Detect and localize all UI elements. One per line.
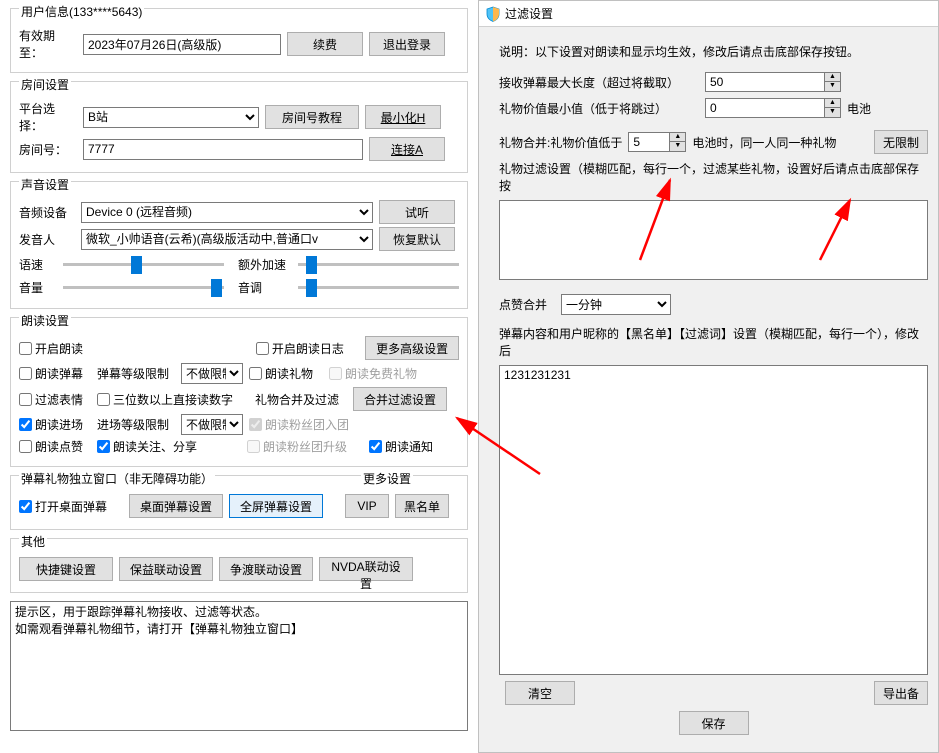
export-btn[interactable]: 导出备 [874, 681, 928, 705]
cb-open-desktop[interactable] [19, 500, 32, 513]
lvl-limit-select[interactable]: 不做限制 [181, 363, 243, 384]
voice-label: 发音人 [19, 231, 75, 248]
gift-val-label: 礼物价值最小值（低于将跳过） [499, 100, 699, 117]
voice-select[interactable]: 微软_小帅语音(云希)(高级版活动中,普通口v [81, 229, 373, 250]
cb-start[interactable] [19, 342, 32, 355]
renew-button[interactable]: 续费 [287, 32, 363, 56]
more-label: 更多设置 [361, 470, 413, 487]
save-btn[interactable]: 保存 [679, 711, 749, 735]
merge-suffix: 电池时，同一人同一种礼物 [692, 134, 868, 151]
recv-label: 接收弹幕最大长度（超过将截取） [499, 74, 699, 91]
speed-label: 语速 [19, 256, 57, 273]
gift-val-spin[interactable]: ▲▼ [705, 98, 841, 118]
room-label: 房间号： [19, 141, 77, 158]
tip-area: 提示区，用于跟踪弹幕礼物接收、过滤等状态。 如需观看弹幕礼物细节，请打开【弹幕礼… [10, 601, 468, 731]
hotkey-btn[interactable]: 快捷键设置 [19, 557, 113, 581]
desktop-btn[interactable]: 桌面弹幕设置 [129, 494, 223, 518]
device-label: 音频设备 [19, 204, 75, 221]
cb-emoji[interactable] [19, 393, 32, 406]
like-merge-select[interactable]: 一分钟 [561, 294, 671, 315]
enter-lvl-select[interactable]: 不做限制 [181, 414, 243, 435]
room-tutorial-button[interactable]: 房间号教程 [265, 105, 359, 129]
gift-merge-button[interactable]: 合并过滤设置 [353, 387, 447, 411]
merge-btn[interactable]: 无限制 [874, 130, 928, 154]
lvl-limit-label: 弹幕等级限制 [97, 365, 175, 382]
expiry-label: 有效期至： [19, 27, 77, 61]
gift-filter-textarea[interactable] [499, 200, 928, 280]
user-group-title: 用户信息(133****5643) [19, 3, 144, 20]
merge-prefix: 礼物合并:礼物价值低于 [499, 134, 622, 151]
cb-like[interactable] [19, 440, 32, 453]
black-label: 弹幕内容和用户昵称的【黑名单】【过滤词】设置（模糊匹配，每行一个），修改后 [499, 325, 928, 359]
logout-button[interactable]: 退出登录 [369, 32, 445, 56]
pitch-label: 音调 [238, 279, 292, 296]
cb-notify[interactable] [369, 440, 382, 453]
room-group-title: 房间设置 [19, 76, 71, 93]
pitch-slider[interactable] [298, 277, 459, 297]
black-btn[interactable]: 黑名单 [395, 494, 449, 518]
more-adv-button[interactable]: 更多高级设置 [365, 336, 459, 360]
dmwin-group-title: 弹幕礼物独立窗口（非无障碍功能） [19, 470, 215, 487]
device-select[interactable]: Device 0 (远程音频) [81, 202, 373, 223]
sound-group-title: 声音设置 [19, 176, 71, 193]
gift-merge-label: 礼物合并及过滤 [255, 391, 347, 408]
cb-gift[interactable] [249, 367, 262, 380]
restore-button[interactable]: 恢复默认 [379, 227, 455, 251]
expiry-value[interactable] [83, 34, 281, 55]
cb-3digit[interactable] [97, 393, 110, 406]
test-button[interactable]: 试听 [379, 200, 455, 224]
platform-select[interactable]: B站 [83, 107, 259, 128]
cb-log[interactable] [256, 342, 269, 355]
extra-label: 额外加速 [238, 256, 292, 273]
platform-label: 平台选择： [19, 100, 77, 134]
speed-slider[interactable] [63, 254, 224, 274]
baoyi-btn[interactable]: 保益联动设置 [119, 557, 213, 581]
volume-slider[interactable] [63, 277, 224, 297]
cb-fans-up [247, 440, 260, 453]
vip-btn[interactable]: VIP [345, 494, 389, 518]
full-btn[interactable]: 全屏弹幕设置 [229, 494, 323, 518]
enter-lvl-label: 进场等级限制 [97, 416, 175, 433]
cb-free-gift [329, 367, 342, 380]
cb-enter[interactable] [19, 418, 32, 431]
cb-follow[interactable] [97, 440, 110, 453]
minimize-button[interactable]: 最小化H [365, 105, 441, 129]
gift-val-unit: 电池 [847, 100, 871, 117]
other-group-title: 其他 [19, 533, 47, 550]
nvda-btn[interactable]: NVDA联动设置 [319, 557, 413, 581]
cb-fans-join [249, 418, 262, 431]
right-title: 过滤设置 [505, 5, 553, 22]
connect-button[interactable]: 连接A [369, 137, 445, 161]
recv-spin[interactable]: ▲▼ [705, 72, 841, 92]
read-group-title: 朗读设置 [19, 312, 71, 329]
room-value[interactable] [83, 139, 363, 160]
shield-icon [485, 6, 501, 22]
merge-spin[interactable]: ▲▼ [628, 132, 686, 152]
like-merge-label: 点赞合并 [499, 296, 555, 313]
clear-btn[interactable]: 清空 [505, 681, 575, 705]
right-note: 说明：以下设置对朗读和显示均生效，修改后请点击底部保存按钮。 [499, 43, 928, 60]
gift-filter-label: 礼物过滤设置（模糊匹配，每行一个，过滤某些礼物，设置好后请点击底部保存按 [499, 160, 928, 194]
volume-label: 音量 [19, 279, 57, 296]
extra-slider[interactable] [298, 254, 459, 274]
black-textarea[interactable]: 1231231231 [499, 365, 928, 675]
zhengdu-btn[interactable]: 争渡联动设置 [219, 557, 313, 581]
cb-danmu[interactable] [19, 367, 32, 380]
